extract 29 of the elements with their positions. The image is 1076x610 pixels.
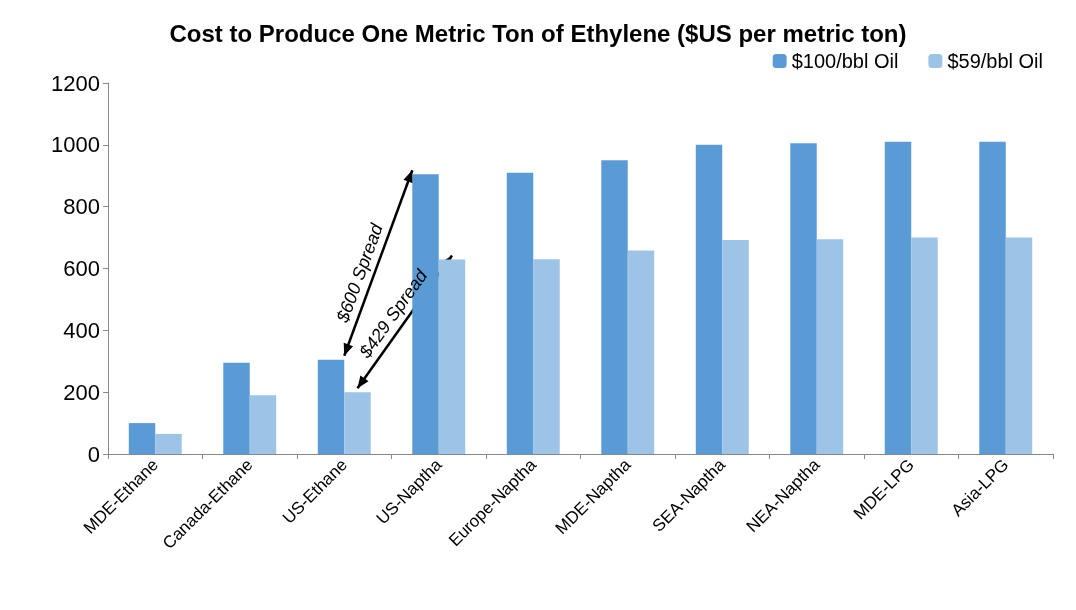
bar <box>317 359 345 454</box>
bar <box>128 423 156 454</box>
bar <box>911 237 938 454</box>
bar <box>695 144 723 454</box>
bar <box>1005 237 1033 454</box>
legend-label: $59/bbl Oil <box>947 50 1044 72</box>
y-tick-label: 1000 <box>51 132 100 158</box>
bar <box>344 392 371 454</box>
bar <box>506 172 534 454</box>
y-tick-label: 0 <box>87 441 100 467</box>
legend-label: $100/bbl Oil <box>791 50 899 72</box>
y-tick-label: 200 <box>63 379 100 405</box>
bar <box>438 259 466 454</box>
bar <box>223 362 250 454</box>
y-tick-label: 600 <box>63 256 100 281</box>
y-tick-label: 400 <box>63 317 100 343</box>
chart-title: Cost to Produce One Metric Ton of Ethylene ($US per metric ton) <box>169 19 907 47</box>
y-tick-label: 800 <box>63 194 100 220</box>
bar <box>816 239 844 454</box>
bar <box>884 141 912 454</box>
bar <box>155 433 182 454</box>
bar <box>533 259 560 454</box>
bar <box>627 250 655 454</box>
bar <box>249 395 277 454</box>
bar <box>722 240 749 454</box>
bar <box>979 141 1006 454</box>
bar <box>601 160 628 454</box>
bar <box>790 143 817 454</box>
y-tick-label: 1200 <box>51 70 100 96</box>
